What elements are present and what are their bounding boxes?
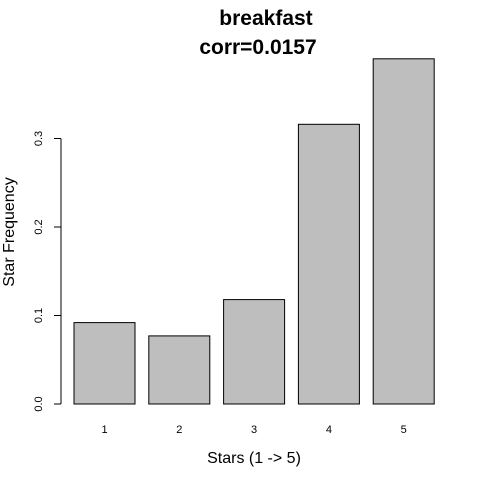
bar-3 — [223, 299, 286, 405]
bar-5 — [372, 58, 435, 405]
x-tick-label-2: 2 — [176, 424, 182, 436]
y-tick-label-0: 0.0 — [33, 396, 45, 411]
x-tick-label-4: 4 — [326, 424, 332, 436]
chart-title: breakfast — [219, 7, 312, 30]
bars-group — [73, 58, 435, 405]
bar-4 — [297, 123, 360, 405]
x-tick-label-1: 1 — [101, 424, 107, 436]
y-tick-label-3: 0.3 — [33, 131, 45, 146]
bar-1 — [73, 322, 136, 405]
chart-subtitle: corr=0.0157 — [199, 36, 316, 59]
y-tick-label-2: 0.2 — [33, 219, 45, 234]
y-axis-label: Star Frequency — [1, 177, 18, 286]
bar-2 — [148, 335, 211, 405]
x-tick-labels: 1 2 3 4 5 — [101, 424, 406, 436]
x-tick-label-3: 3 — [251, 424, 257, 436]
y-tick-label-1: 0.1 — [33, 308, 45, 323]
x-tick-label-5: 5 — [401, 424, 407, 436]
x-axis-label: Stars (1 -> 5) — [207, 450, 301, 467]
y-axis: 0.0 0.1 0.2 0.3 — [33, 131, 62, 412]
